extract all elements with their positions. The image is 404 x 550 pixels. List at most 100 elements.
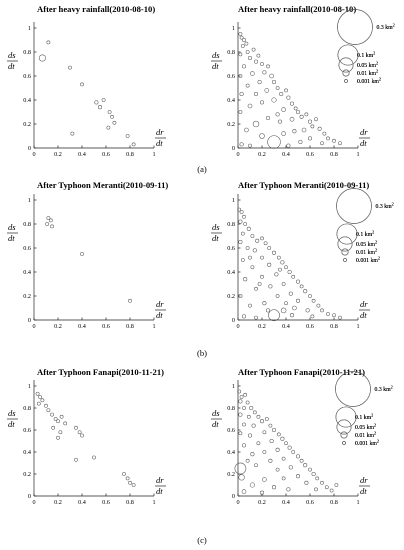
legend-label: 0.3 km2 [376, 202, 394, 211]
y-label-numerator: ds [8, 408, 16, 418]
legend-label: 0.1 km2 [357, 51, 375, 60]
data-point [332, 138, 336, 143]
y-tick-label: 0.6 [23, 73, 31, 80]
legend-label: 0.1 km2 [356, 230, 374, 239]
legend-marker [343, 258, 347, 262]
data-point [250, 234, 255, 238]
x-tick-label: 0.8 [330, 323, 338, 330]
x-tick-label: 0 [236, 323, 239, 330]
y-label-denominator: dt [8, 233, 15, 243]
data-point [125, 134, 130, 138]
x-tick-label: 0.2 [258, 151, 266, 158]
legend-label: 0.01 km2 [356, 248, 377, 257]
data-point [281, 107, 286, 112]
y-label-numerator: ds [8, 222, 16, 232]
data-point [268, 309, 280, 322]
y-label-numerator: ds [212, 408, 220, 418]
data-point [248, 143, 252, 148]
data-point [243, 392, 248, 397]
legend-label: 0.1 km2 [357, 51, 375, 60]
x-tick-label: 0.8 [126, 499, 134, 506]
data-point [281, 131, 286, 136]
data-point [277, 119, 283, 124]
data-point [50, 224, 54, 229]
data-point [241, 64, 247, 69]
data-point [238, 32, 243, 36]
data-point [106, 125, 111, 130]
legend-label-superscript: 2 [374, 431, 376, 436]
legend-label: 0.3 km2 [376, 202, 394, 211]
x-tick-label: 0.4 [282, 323, 290, 330]
x-tick-label: 0 [236, 151, 239, 158]
data-point [275, 112, 280, 117]
data-point [311, 471, 316, 477]
data-point [260, 236, 264, 241]
data-point [125, 476, 130, 481]
data-point [291, 450, 296, 454]
x-tick-label: 0.6 [102, 151, 110, 158]
legend-label-superscript: 2 [377, 439, 379, 444]
data-point [256, 53, 261, 58]
legend-label: 0.05 km2 [356, 240, 377, 249]
data-point [299, 458, 304, 463]
y-tick-label: 0.8 [23, 49, 31, 56]
data-point [245, 83, 250, 88]
data-point [247, 103, 253, 109]
legend-label-superscript: 2 [375, 248, 377, 253]
data-point [295, 454, 301, 459]
y-label-denominator: dt [8, 61, 15, 71]
data-point [240, 231, 245, 236]
data-point [245, 50, 250, 54]
data-point [259, 100, 265, 105]
legend-label: 0.1 km2 [355, 413, 373, 422]
legend-label-superscript: 2 [371, 413, 373, 418]
y-tick-label: 0.6 [23, 427, 31, 434]
legend-marker [336, 188, 372, 224]
data-point [238, 110, 243, 114]
data-point [250, 265, 255, 270]
data-point [245, 458, 250, 463]
legend-marker [336, 223, 358, 245]
data-point [311, 298, 316, 303]
data-point [299, 284, 304, 289]
x-label-denominator: dt [156, 138, 163, 148]
data-point [281, 476, 286, 481]
legend-label-superscript: 2 [373, 51, 375, 56]
data-point [38, 54, 46, 62]
data-point [254, 463, 258, 468]
x-tick-label: 1 [356, 323, 359, 330]
data-point [257, 282, 262, 286]
y-tick-label: 1 [28, 383, 31, 390]
data-point [284, 441, 288, 446]
data-point [48, 218, 53, 223]
legend-label-superscript: 2 [378, 256, 380, 261]
y-tick-label: 0.4 [227, 97, 235, 104]
data-point [259, 133, 265, 139]
data-point [252, 410, 257, 415]
data-point [310, 314, 315, 319]
data-point [248, 303, 252, 308]
data-point [56, 435, 60, 440]
data-point [242, 406, 246, 410]
legend-label: 0.001 km2 [355, 439, 379, 448]
data-point [237, 389, 242, 394]
x-tick-label: 0.2 [54, 323, 62, 330]
y-label-denominator: dt [8, 419, 15, 429]
x-label-numerator: dr [156, 127, 164, 137]
data-point [238, 399, 243, 404]
data-point [295, 279, 301, 284]
data-point [255, 238, 260, 243]
x-label-denominator: dt [156, 486, 163, 496]
data-point [59, 414, 64, 419]
x-label-denominator: dt [156, 310, 163, 320]
data-point [260, 274, 264, 279]
x-tick-label: 1 [356, 499, 359, 506]
x-label-numerator: dr [156, 299, 164, 309]
legend-marker [341, 248, 349, 256]
data-point [92, 455, 96, 460]
y-tick-label: 1 [232, 25, 235, 32]
x-tick-label: 1 [356, 151, 359, 158]
